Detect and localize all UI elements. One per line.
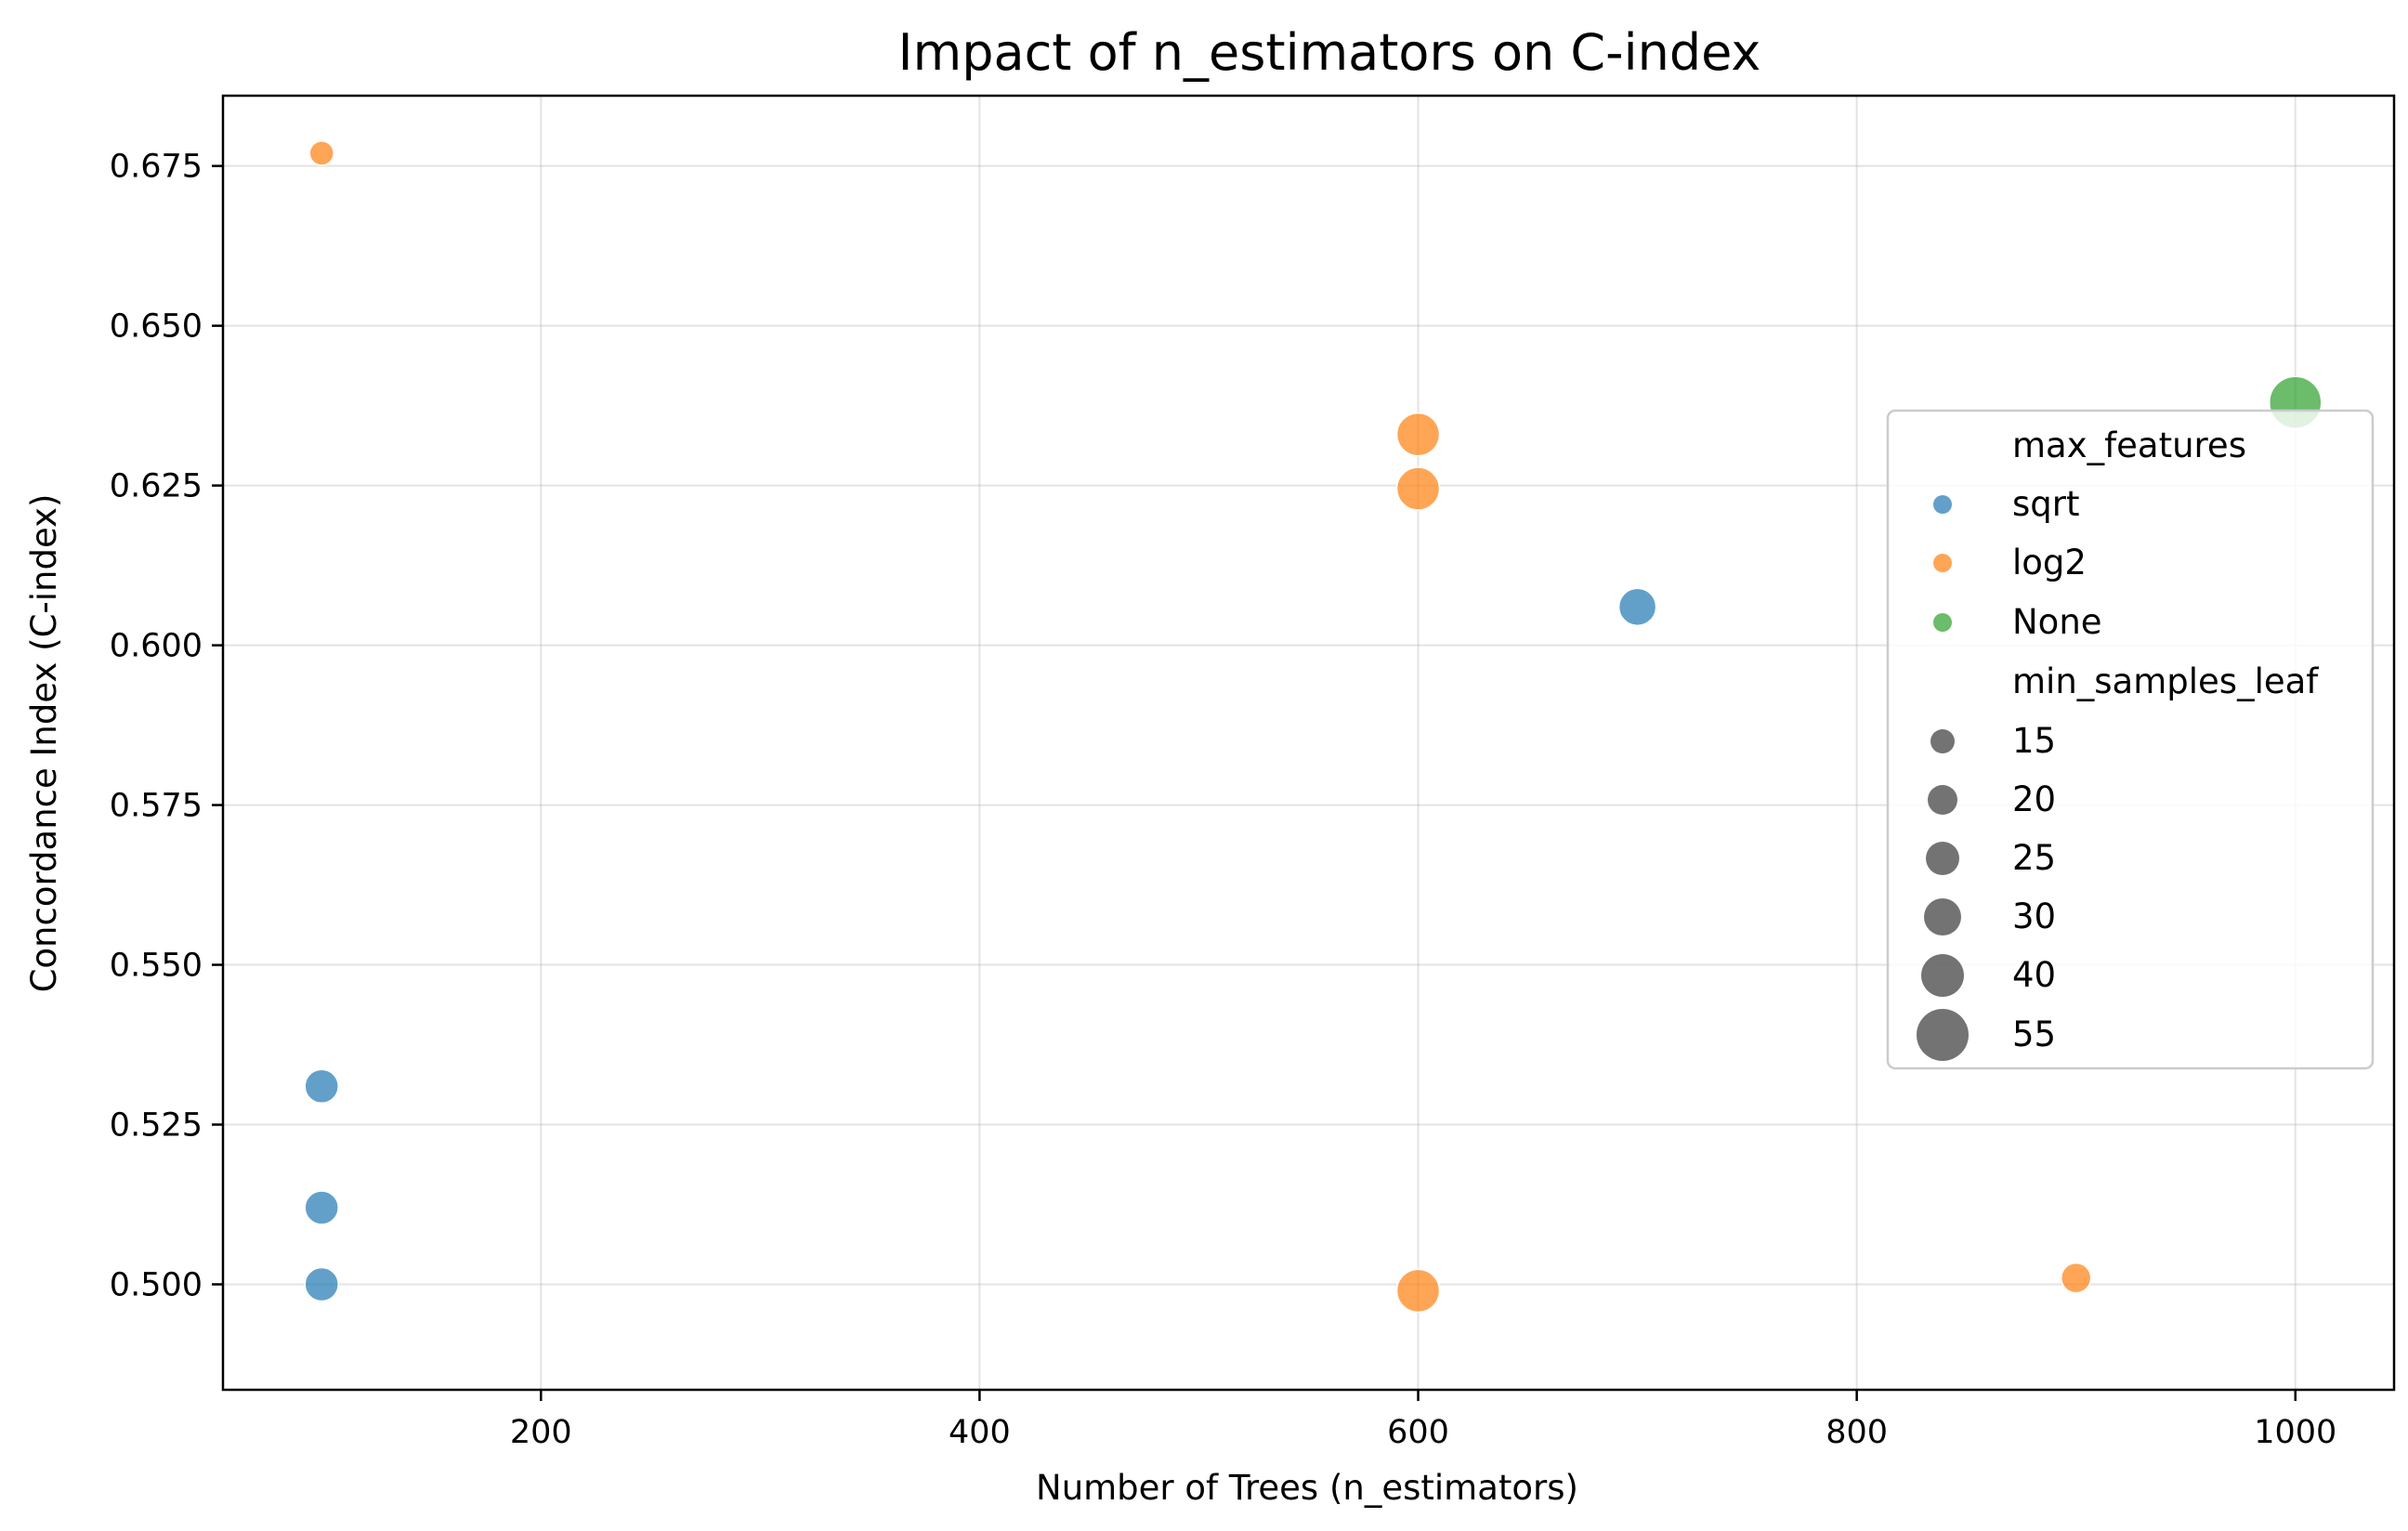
data-point [1395,466,1441,511]
legend-marker-log2 [1933,554,1952,572]
legend-frame [1886,409,2375,1070]
y-tick-label: 0.675 [110,149,203,186]
y-tick-label: 0.500 [110,1266,203,1303]
y-tick-label: 0.600 [110,628,203,665]
legend-label-sqrt: sqrt [2012,484,2079,524]
legend-size-label-15: 15 [2012,721,2056,761]
legend-size-marker-25 [1926,842,1959,875]
data-point [304,1068,339,1104]
y-tick-label: 0.525 [110,1107,203,1145]
legend-size-marker-55 [1917,1009,1969,1061]
legend-size-marker-30 [1924,898,1961,936]
legend-marker-sqrt [1933,495,1952,514]
y-tick-label: 0.625 [110,468,203,505]
legend-size-label-55: 55 [2012,1014,2056,1054]
x-tick-label: 400 [949,1414,1011,1451]
plot-frame [221,94,2396,1392]
data-point [1395,412,1441,457]
x-axis-label: Number of Trees (n_estimators) [1036,1468,1578,1508]
x-axis-ticks: 200 400 600 800 1000 [510,1390,2336,1451]
x-tick-label: 200 [510,1414,572,1451]
legend-size-label-25: 25 [2012,838,2056,878]
legend-size-marker-15 [1930,729,1955,753]
legend-size-label-40: 40 [2012,955,2056,995]
legend-label-log2: log2 [2012,543,2087,582]
y-axis-ticks: 0.500 0.525 0.550 0.575 0.600 0.625 0.650 0.675 [110,149,223,1303]
data-point [304,1190,339,1225]
x-tick-label: 600 [1387,1414,1449,1451]
legend-size-marker-40 [1921,954,1964,997]
legend-size-label-30: 30 [2012,896,2056,936]
y-tick-label: 0.550 [110,948,203,985]
data-point [308,140,334,166]
y-axis-label: Concordance Index (C-index) [24,494,64,993]
data-point [304,1266,339,1302]
legend-size-marker-20 [1928,785,1957,815]
legend: max_features sqrt log2 None min_samples_… [1886,409,2375,1070]
y-tick-label: 0.575 [110,788,203,825]
chart-title: Impact of n_estimators on C-index [898,23,1761,82]
legend-hue-title: max_features [2012,425,2246,465]
legend-label-none: None [2012,602,2102,642]
data-point [1617,587,1657,627]
x-tick-label: 1000 [2254,1414,2336,1451]
data-point [1395,1268,1441,1314]
legend-size-label-20: 20 [2012,779,2056,819]
legend-marker-none [1933,613,1952,632]
legend-size-title: min_samples_leaf [2012,661,2319,701]
y-tick-label: 0.650 [110,308,203,346]
x-tick-label: 800 [1826,1414,1888,1451]
data-point [2060,1262,2092,1294]
